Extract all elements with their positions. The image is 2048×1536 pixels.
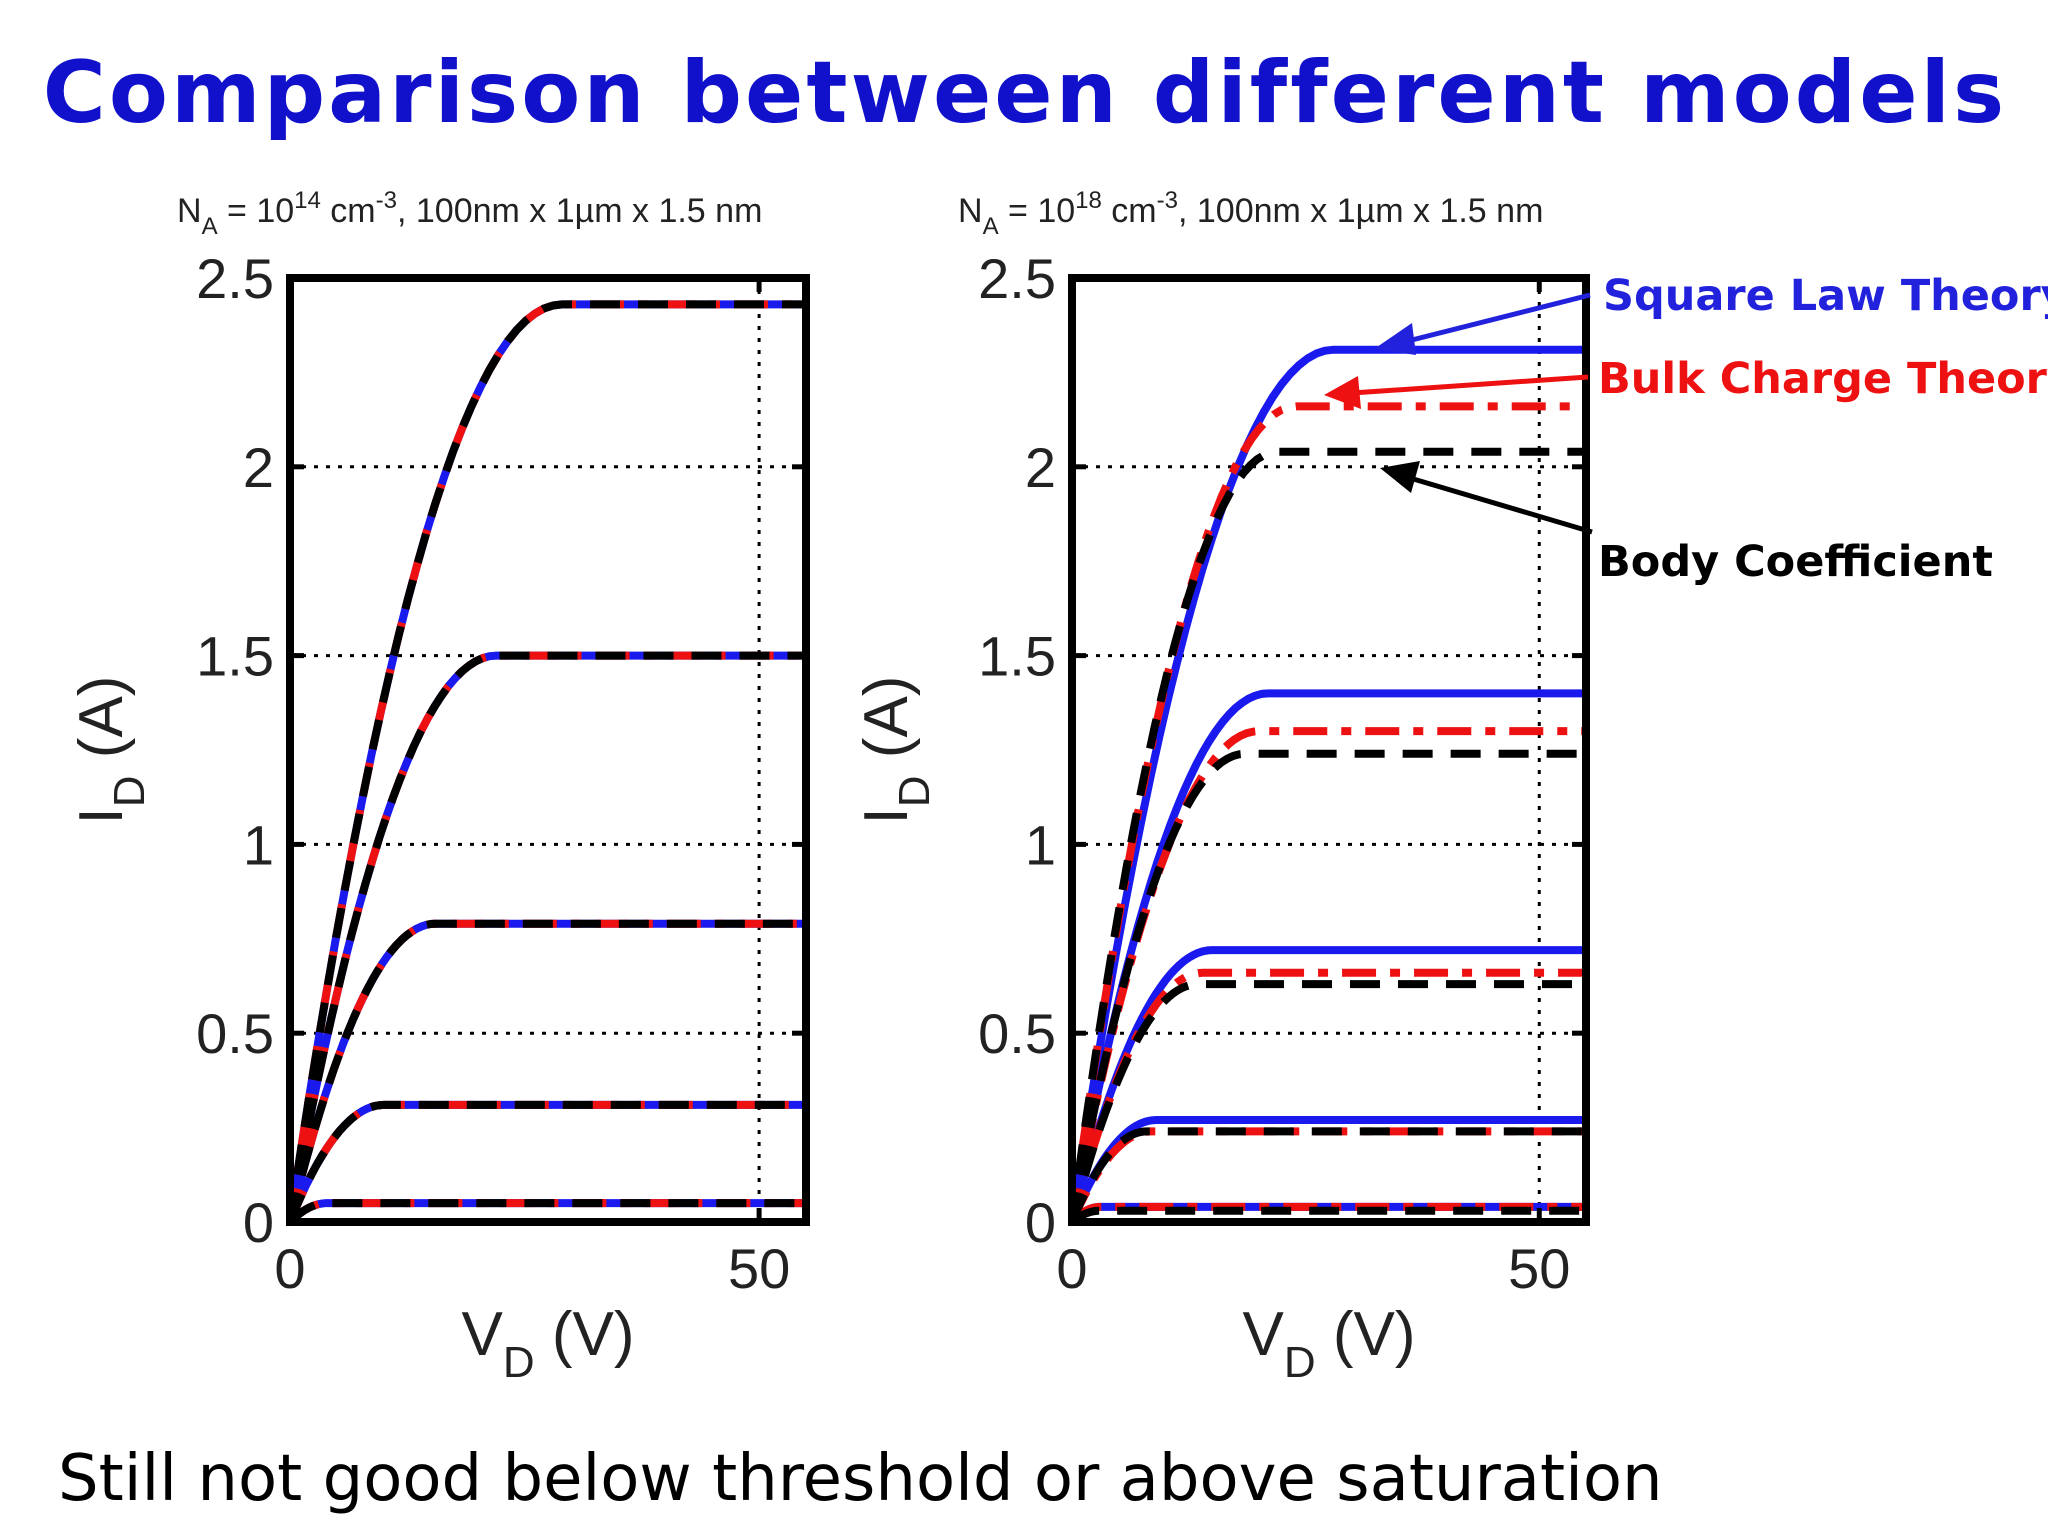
chart-title: NA = 1014 cm-3, 100nm x 1µm x 1.5 nm [177, 187, 762, 240]
annotation-body-coefficient: Body Coefficient [1598, 537, 1993, 587]
slide-title: Comparison between different models [43, 43, 2007, 143]
chart-left: NA = 1014 cm-3, 100nm x 1µm x 1.5 nm 0 0.5… [67, 187, 810, 1387]
annotation-layer: Square Law Theory Bulk Charge Theory Bod… [1324, 271, 2048, 587]
arrow-body-coefficient [1380, 461, 1593, 535]
series-body-coefficient-curve-4 [286, 300, 806, 1223]
series-body-coefficient-curve-1 [286, 1100, 806, 1224]
x-axis-label: VD (V) [1242, 1300, 1415, 1387]
series-body-coefficient-curve-3 [1068, 749, 1586, 1223]
arrow-square-law [1374, 292, 1591, 355]
chart-title: NA = 1018 cm-3, 100nm x 1µm x 1.5 nm [958, 187, 1543, 240]
x-tick-label: 50 [1508, 1237, 1570, 1300]
y-tick-label: 2 [1025, 436, 1056, 499]
series-body-coefficient-curve-1 [1068, 1127, 1586, 1224]
series-bulk-charge-theory-curve-2 [1068, 968, 1586, 1224]
series-square-law-theory-curve-1 [1068, 1116, 1586, 1224]
series-body-coefficient-curve-2 [286, 919, 806, 1223]
series-square-law-theory-curve-4 [1068, 345, 1586, 1223]
y-tick-label: 1 [243, 813, 274, 876]
x-tick-label: 0 [1056, 1237, 1087, 1300]
annotation-bulk-charge: Bulk Charge Theory [1598, 354, 2048, 404]
y-tick-label: 1.5 [978, 625, 1056, 688]
series-bulk-charge-theory-curve-1 [1068, 1127, 1586, 1224]
x-tick-label: 50 [728, 1237, 790, 1300]
x-tick-label: 0 [274, 1237, 305, 1300]
chart-right: NA = 1018 cm-3, 100nm x 1µm x 1.5 nm 0 0.5… [852, 187, 1590, 1387]
y-tick-label: 0 [1025, 1191, 1056, 1254]
plot-frame [286, 274, 810, 1226]
y-tick-label: 1 [1025, 813, 1056, 876]
y-tick-label: 2 [243, 436, 274, 499]
y-axis-label: ID (A) [852, 676, 939, 825]
y-tick-label: 2.5 [196, 247, 274, 310]
y-axis-label: ID (A) [67, 676, 154, 825]
slide-footer-note: Still not good below threshold or above … [58, 1442, 1663, 1516]
series-body-coefficient-curve-2 [1068, 980, 1586, 1224]
y-tick-label: 2.5 [978, 247, 1056, 310]
series-body-coefficient-curve-4 [1068, 447, 1586, 1223]
y-tick-label: 0.5 [196, 1002, 274, 1065]
y-tick-label: 1.5 [196, 625, 274, 688]
x-axis-label: VD (V) [461, 1300, 634, 1387]
y-tick-label: 0.5 [978, 1002, 1056, 1065]
arrow-bulk-charge [1324, 374, 1589, 409]
annotation-square-law: Square Law Theory [1603, 271, 2048, 321]
series-body-coefficient-curve-3 [286, 651, 806, 1223]
y-tick-label: 0 [243, 1191, 274, 1254]
plot-frame [1068, 274, 1590, 1226]
